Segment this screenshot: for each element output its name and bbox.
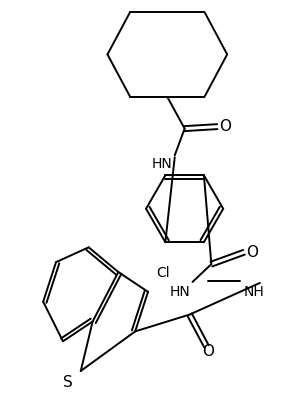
Text: HN: HN: [170, 285, 191, 299]
Text: NH: NH: [244, 285, 265, 299]
Text: HN: HN: [152, 157, 173, 171]
Text: O: O: [246, 245, 258, 260]
Text: S: S: [63, 375, 73, 390]
Text: O: O: [219, 119, 231, 134]
Text: Cl: Cl: [156, 266, 169, 280]
Text: O: O: [202, 344, 214, 359]
